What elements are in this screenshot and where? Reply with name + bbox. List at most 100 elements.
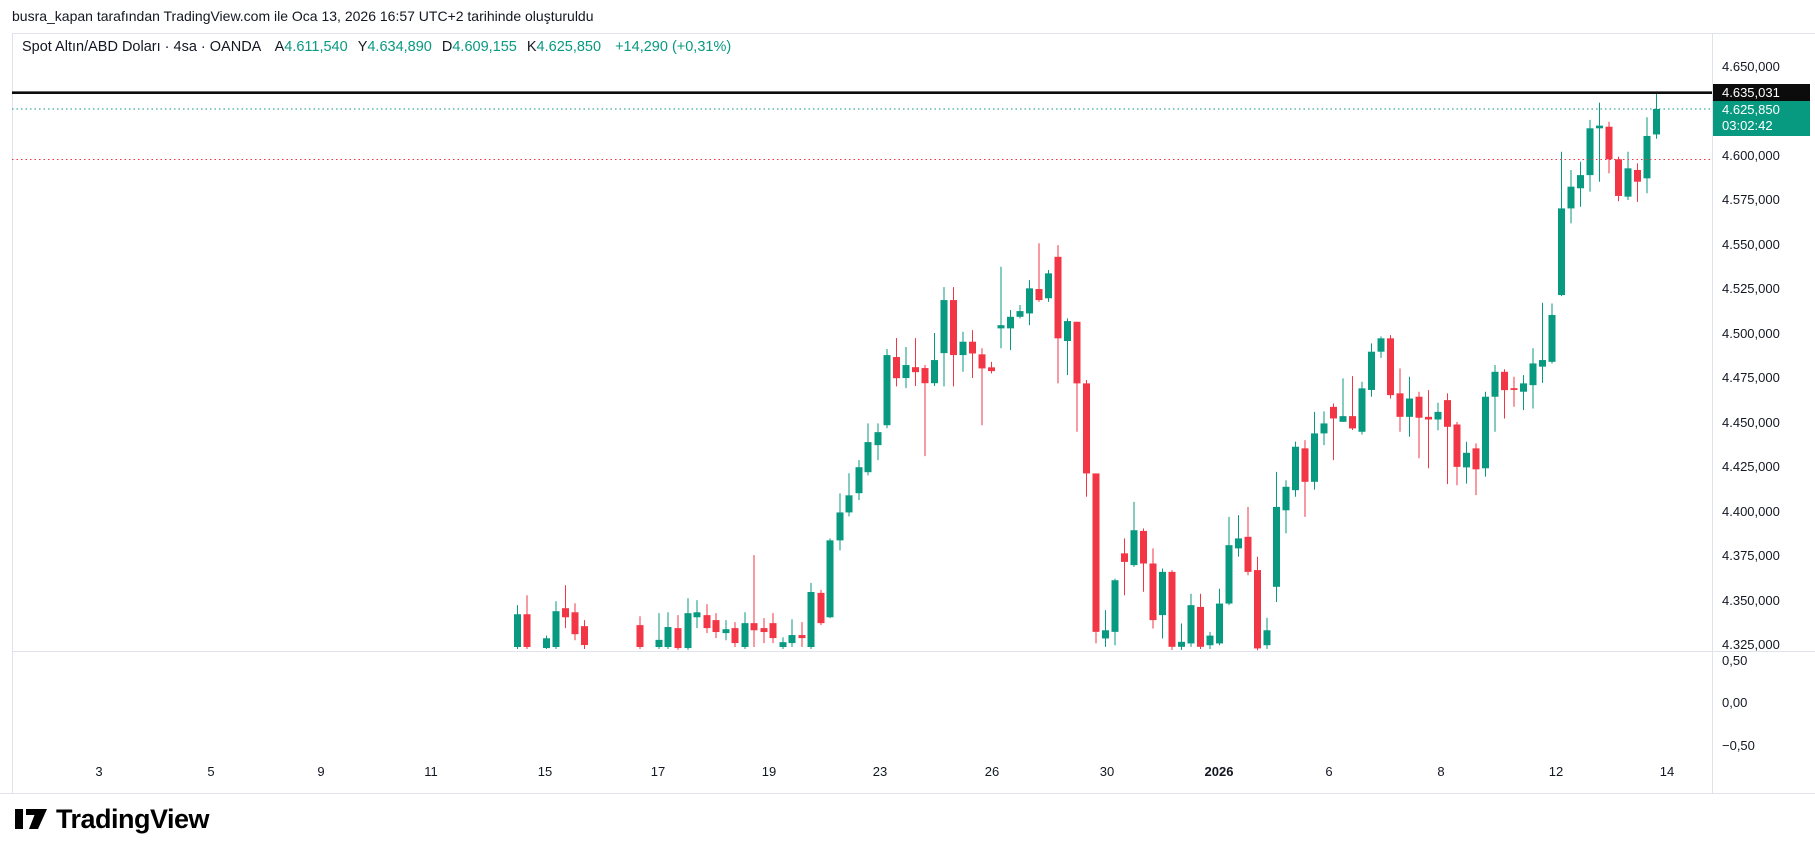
candle[interactable]: [1140, 528, 1147, 592]
candle[interactable]: [655, 613, 663, 649]
candle[interactable]: [1396, 368, 1404, 432]
candle[interactable]: [921, 365, 929, 457]
candle[interactable]: [1064, 318, 1071, 376]
candle[interactable]: [1520, 375, 1527, 411]
candle[interactable]: [826, 538, 834, 619]
candle[interactable]: [1453, 421, 1461, 486]
candle[interactable]: [902, 347, 910, 389]
candle[interactable]: [1111, 578, 1119, 646]
candle[interactable]: [741, 612, 749, 649]
candle[interactable]: [940, 287, 948, 387]
pane-separator[interactable]: [12, 651, 1815, 652]
candle[interactable]: [1463, 441, 1470, 484]
candle[interactable]: [1292, 441, 1299, 497]
candle[interactable]: [1026, 280, 1033, 326]
candle[interactable]: [1577, 161, 1584, 207]
candle[interactable]: [1349, 376, 1356, 431]
candle[interactable]: [931, 333, 938, 387]
candle[interactable]: [636, 616, 644, 649]
candle[interactable]: [1102, 610, 1109, 647]
candle[interactable]: [779, 637, 787, 649]
candle[interactable]: [674, 615, 682, 650]
candle[interactable]: [1225, 516, 1233, 606]
candle[interactable]: [1121, 538, 1128, 596]
candle[interactable]: [969, 330, 976, 379]
candle[interactable]: [912, 338, 919, 387]
candle[interactable]: [959, 331, 967, 372]
candle[interactable]: [997, 266, 1005, 349]
candle[interactable]: [1596, 102, 1603, 182]
candle[interactable]: [1387, 335, 1394, 399]
candle[interactable]: [1282, 480, 1290, 534]
candle[interactable]: [1273, 471, 1280, 602]
candle[interactable]: [1558, 151, 1565, 297]
candle[interactable]: [788, 619, 796, 647]
candle[interactable]: [1406, 376, 1413, 437]
candle[interactable]: [988, 361, 995, 374]
last-price-badge[interactable]: 4.625,850 03:02:42: [1713, 100, 1810, 136]
candle[interactable]: [703, 604, 711, 634]
candle[interactable]: [836, 493, 844, 551]
candle[interactable]: [1083, 379, 1090, 497]
candle[interactable]: [883, 349, 891, 429]
symbol-legend[interactable]: Spot Altın/ABD Doları · 4sa · OANDA A4.6…: [22, 39, 731, 55]
candle[interactable]: [1301, 440, 1309, 517]
candle[interactable]: [1358, 381, 1366, 435]
candle[interactable]: [1168, 570, 1176, 650]
candle[interactable]: [543, 635, 550, 649]
candle[interactable]: [817, 589, 825, 626]
candle[interactable]: [523, 595, 531, 649]
candle[interactable]: [1054, 245, 1062, 384]
candle[interactable]: [760, 618, 768, 644]
candle[interactable]: [807, 582, 815, 649]
candle[interactable]: [1092, 473, 1100, 644]
candle[interactable]: [1643, 117, 1651, 194]
candle[interactable]: [1130, 501, 1138, 567]
candle[interactable]: [1320, 411, 1328, 446]
candle[interactable]: [1339, 378, 1347, 422]
candle[interactable]: [1472, 443, 1480, 496]
candle[interactable]: [750, 555, 758, 647]
candle[interactable]: [1035, 243, 1043, 302]
candle[interactable]: [1263, 617, 1271, 649]
candle[interactable]: [1330, 403, 1337, 461]
candle[interactable]: [798, 622, 806, 647]
candle[interactable]: [864, 423, 872, 476]
candle[interactable]: [1311, 411, 1318, 490]
candle[interactable]: [1216, 588, 1223, 646]
candle[interactable]: [1539, 302, 1546, 383]
candle[interactable]: [1434, 402, 1442, 431]
candle[interactable]: [978, 348, 986, 426]
candle[interactable]: [1415, 391, 1423, 459]
candle[interactable]: [1368, 343, 1375, 397]
candle[interactable]: [1567, 169, 1575, 224]
candle[interactable]: [1159, 568, 1166, 639]
tradingview-logo[interactable]: TradingView: [14, 802, 210, 836]
candle[interactable]: [1197, 593, 1204, 649]
candle[interactable]: [1529, 348, 1537, 409]
candle[interactable]: [722, 620, 730, 641]
candle[interactable]: [1491, 365, 1499, 432]
candle[interactable]: [1444, 393, 1451, 485]
candle[interactable]: [1073, 321, 1081, 432]
candle[interactable]: [1045, 269, 1052, 302]
candle[interactable]: [1007, 310, 1014, 351]
candle[interactable]: [1634, 163, 1641, 202]
symbol-title[interactable]: Spot Altın/ABD Doları · 4sa · OANDA: [22, 39, 261, 55]
candle[interactable]: [1605, 121, 1613, 174]
candle[interactable]: [1187, 593, 1195, 647]
candle[interactable]: [1586, 119, 1594, 192]
candle[interactable]: [712, 613, 720, 639]
candle[interactable]: [1178, 623, 1185, 650]
candle[interactable]: [664, 612, 672, 649]
candle[interactable]: [731, 622, 739, 647]
candle[interactable]: [769, 613, 777, 644]
candle[interactable]: [571, 603, 579, 641]
candle[interactable]: [874, 423, 882, 461]
candle[interactable]: [845, 473, 853, 517]
candle[interactable]: [1244, 506, 1252, 576]
candle[interactable]: [1425, 390, 1432, 469]
candle[interactable]: [1615, 156, 1622, 202]
candle[interactable]: [1206, 631, 1214, 649]
